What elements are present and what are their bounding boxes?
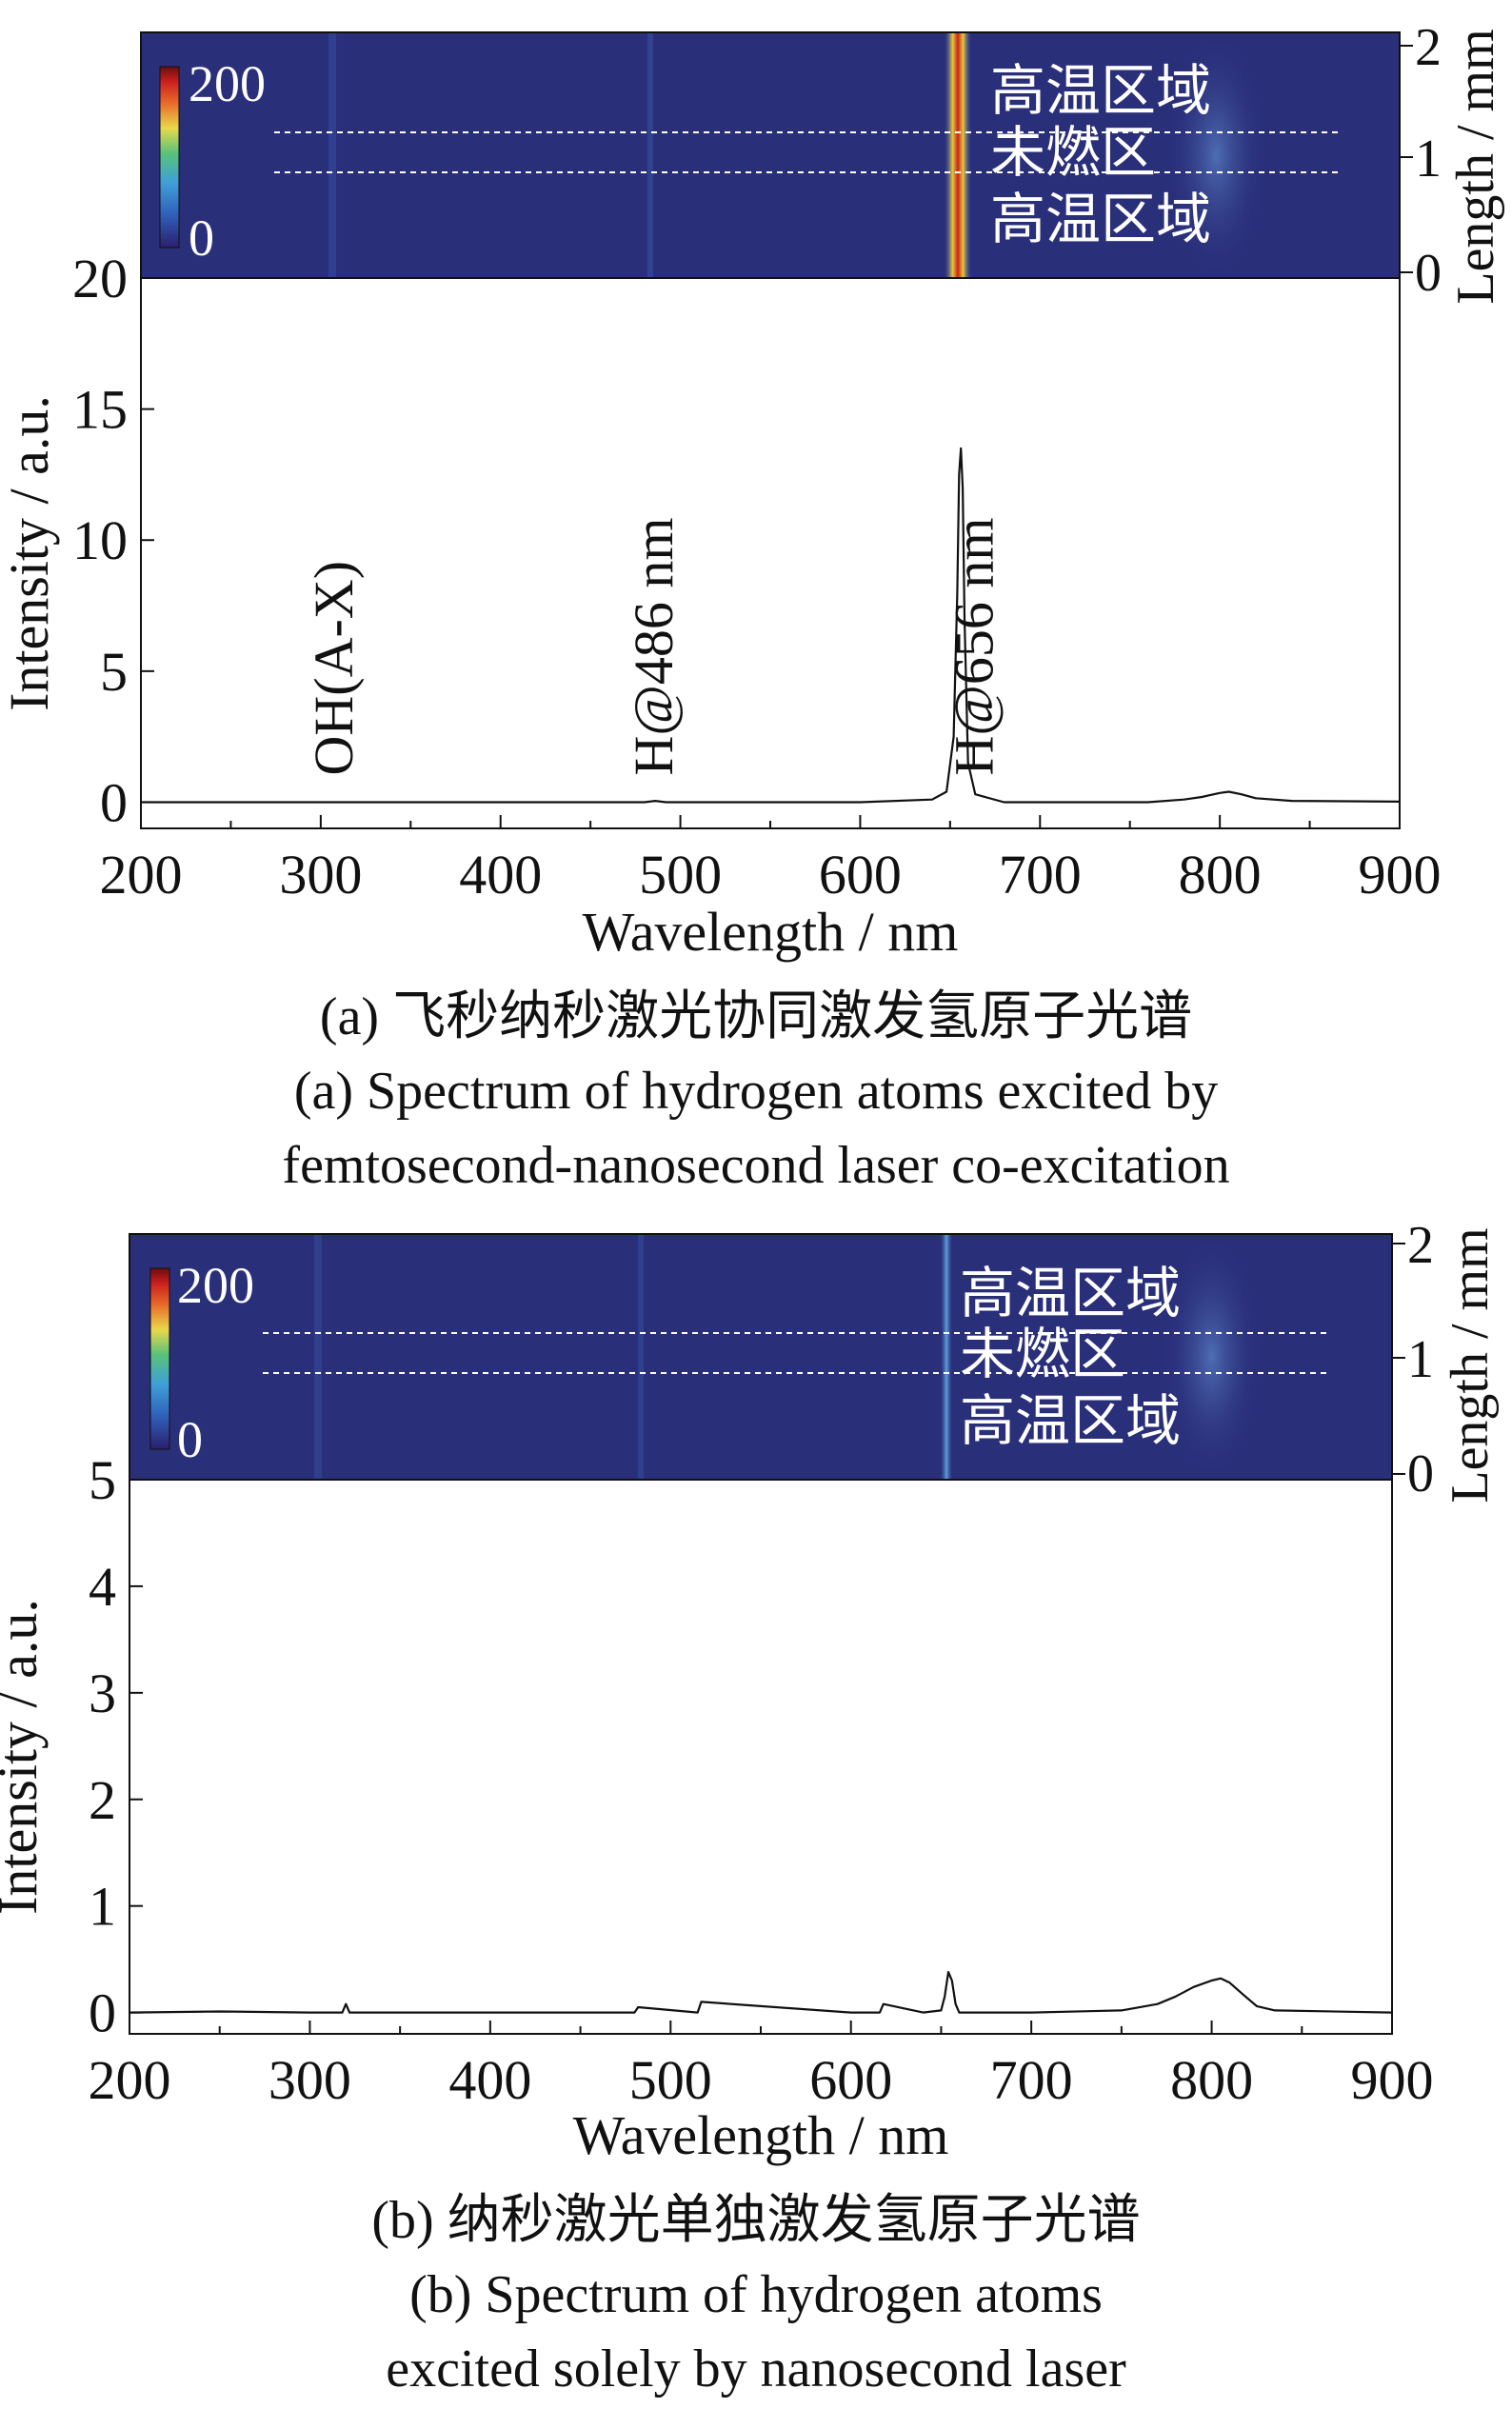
x-tick-label: 400	[448, 2049, 531, 2111]
colorbar	[149, 1267, 170, 1450]
x-axis-title: Wavelength / nm	[583, 901, 959, 963]
x-tick-label: 400	[459, 844, 542, 906]
y-tick-label: 1	[89, 1876, 116, 1938]
length-tick-label: 2	[1415, 18, 1442, 77]
x-tick-label: 300	[279, 844, 362, 906]
x-tick-label: 800	[1179, 844, 1262, 906]
panel-a: 200 0 高温区域 未燃区 高温区域 2 1 0 Length / mm 20…	[0, 18, 1505, 963]
x-axis-title: Wavelength / nm	[573, 2104, 949, 2166]
x-tick-label: 500	[629, 2049, 712, 2111]
x-tick-label: 200	[100, 844, 183, 906]
camera-image-b: 200 0 高温区域 未燃区 高温区域 2 1 0 Length / mm	[129, 1216, 1500, 1503]
length-axis-title: Length / mm	[1441, 1227, 1500, 1503]
length-tick-label: 0	[1415, 244, 1442, 303]
y-axis-title: Intensity / a.u.	[0, 395, 60, 711]
colorbar-max-label: 200	[177, 1257, 254, 1314]
caption-a-en-line2: femtosecond-nanosecond laser co-excitati…	[282, 1136, 1230, 1195]
length-tick-label: 2	[1407, 1216, 1434, 1275]
caption-b-en-line2: excited solely by nanosecond laser	[386, 2339, 1126, 2399]
spectrum-plot-b: 200 300 400 500 600 700 800 900 0 1 2 3 4 5 Wavelengt…	[0, 1449, 1434, 2166]
y-tick-label: 0	[89, 1982, 116, 2044]
peak-annotation: OH(A-X)	[303, 561, 365, 776]
y-tick-label: 5	[89, 1449, 116, 1511]
y-tick-label: 3	[89, 1662, 116, 1724]
caption-b-en-line1: (b) Spectrum of hydrogen atoms	[409, 2265, 1103, 2324]
peak-annotation: H@486 nm	[623, 518, 685, 776]
colorbar-min-label: 0	[177, 1411, 203, 1468]
noise-stripe	[638, 1234, 644, 1480]
x-tick-label: 200	[89, 2049, 171, 2111]
bright-emission-band	[945, 32, 971, 278]
length-axis: 2 1 0 Length / mm	[1400, 18, 1505, 305]
spectrum-line	[129, 1971, 1393, 2014]
noise-stripe	[647, 32, 653, 278]
noise-stripe	[314, 1234, 322, 1480]
y-tick-label: 5	[100, 641, 128, 703]
x-tick-label: 900	[1359, 844, 1442, 906]
region-label-lower: 高温区域	[990, 189, 1211, 250]
x-tick-label: 700	[990, 2049, 1073, 2111]
length-tick-label: 1	[1407, 1330, 1434, 1389]
x-tick-label: 500	[639, 844, 722, 906]
region-label-middle: 未燃区	[960, 1324, 1125, 1385]
y-tick-label: 4	[89, 1556, 116, 1618]
caption-a-en-line1: (a) Spectrum of hydrogen atoms excited b…	[293, 1062, 1219, 1121]
noise-stripe	[328, 32, 336, 278]
y-tick-label: 20	[72, 248, 128, 309]
diffuse-band	[1162, 1234, 1262, 1480]
region-label-middle: 未燃区	[990, 122, 1156, 184]
x-tick-label: 700	[999, 844, 1082, 906]
length-tick-label: 1	[1415, 129, 1442, 189]
y-tick-label: 10	[72, 509, 128, 571]
region-label-upper: 高温区域	[960, 1263, 1181, 1324]
y-tick-label: 15	[72, 379, 128, 441]
colorbar-max-label: 200	[189, 55, 266, 112]
length-axis-title: Length / mm	[1446, 29, 1505, 304]
y-tick-label: 0	[100, 771, 128, 833]
x-tick-label: 800	[1170, 2049, 1253, 2111]
colorbar-min-label: 0	[189, 209, 214, 267]
region-label-lower: 高温区域	[960, 1390, 1181, 1452]
spectrum-line	[141, 447, 1401, 804]
spectrum-plot-a: 200 300 400 500 600 700 800 900 0 5 10 15 20 OH(A-X) H…	[0, 248, 1442, 963]
x-tick-label: 600	[819, 844, 902, 906]
y-axis-title: Intensity / a.u.	[0, 1599, 49, 1915]
x-tick-label: 300	[269, 2049, 351, 2111]
bright-emission-band	[941, 1234, 952, 1480]
panel-b: 200 0 高温区域 未燃区 高温区域 2 1 0 Length / mm 20…	[0, 1216, 1500, 2166]
camera-image-a: 200 0 高温区域 未燃区 高温区域 2 1 0 Length / mm	[140, 18, 1505, 305]
y-tick-label: 2	[89, 1769, 116, 1831]
length-tick-label: 0	[1407, 1444, 1434, 1503]
diffuse-band	[1166, 32, 1266, 278]
length-axis: 2 1 0 Length / mm	[1392, 1216, 1500, 1503]
plot-frame	[129, 1479, 1393, 2035]
region-label-upper: 高温区域	[990, 60, 1211, 122]
colorbar	[159, 66, 180, 249]
x-tick-label: 600	[809, 2049, 892, 2111]
x-tick-label: 900	[1351, 2049, 1434, 2111]
caption-b-cn: (b) 纳秒激光单独激发氢原子光谱	[371, 2191, 1141, 2250]
caption-a-cn: (a) 飞秒纳秒激光协同激发氢原子光谱	[319, 987, 1193, 1046]
peak-annotation: H@656 nm	[943, 518, 1005, 776]
